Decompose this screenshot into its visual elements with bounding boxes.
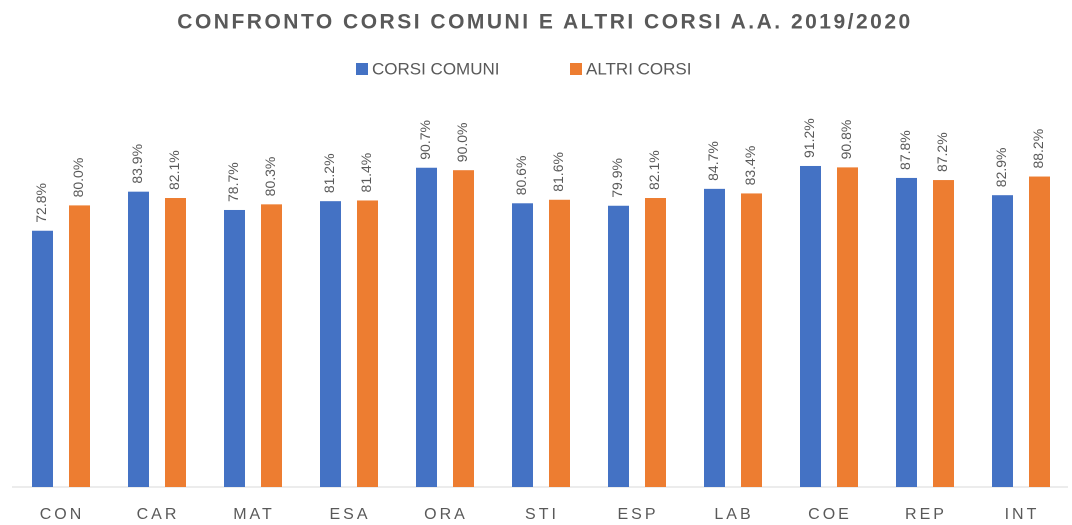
bar (32, 230, 53, 487)
data-label: 80.6% (513, 156, 529, 196)
data-label: 78.7% (225, 162, 241, 202)
data-label: 81.4% (358, 153, 374, 193)
bar (1029, 176, 1050, 487)
bar (320, 201, 341, 487)
x-tick-label: CON (40, 506, 85, 523)
data-label: 91.2% (801, 118, 817, 158)
bar (741, 193, 762, 487)
data-label: 81.2% (321, 153, 337, 193)
data-label: 72.8% (33, 183, 49, 223)
data-label: 90.8% (838, 120, 854, 160)
bar (357, 200, 378, 488)
x-tick-label: ORA (424, 506, 468, 523)
x-tick-label: MAT (233, 506, 275, 523)
bar (992, 195, 1013, 487)
chart-title: CONFRONTO CORSI COMUNI E ALTRI CORSI A.A… (177, 11, 912, 34)
bar (645, 198, 666, 487)
data-label: 82.1% (166, 150, 182, 190)
data-label: 87.2% (934, 132, 950, 172)
bar (933, 180, 954, 487)
legend-swatch (356, 63, 368, 75)
x-tick-label: COE (808, 506, 852, 523)
x-tick-label: ESP (617, 506, 658, 523)
bar (549, 199, 570, 487)
bar (165, 198, 186, 487)
x-tick-label: ESA (329, 506, 370, 523)
bar (128, 191, 149, 487)
bar (608, 205, 629, 487)
bar (416, 167, 437, 487)
x-tick-label: CAR (137, 506, 180, 523)
bar (896, 177, 917, 487)
data-label: 80.0% (70, 158, 86, 198)
x-tick-label: STI (525, 506, 559, 523)
bar (453, 170, 474, 487)
bar (224, 209, 245, 487)
legend-swatch (570, 63, 582, 75)
data-label: 82.1% (646, 150, 662, 190)
data-label: 83.9% (129, 144, 145, 184)
data-label: 84.7% (705, 141, 721, 181)
data-label: 79.9% (609, 158, 625, 198)
data-label: 83.4% (742, 146, 758, 186)
legend-label: CORSI COMUNI (372, 59, 500, 78)
bar (837, 167, 858, 487)
data-label: 82.9% (993, 147, 1009, 187)
data-label: 90.0% (454, 122, 470, 162)
x-tick-label: REP (905, 506, 947, 523)
data-label: 80.3% (262, 157, 278, 197)
x-tick-label: INT (1005, 506, 1040, 523)
legend-label: ALTRI CORSI (586, 59, 691, 78)
bar (800, 165, 821, 487)
data-label: 81.6% (550, 152, 566, 192)
x-tick-label: LAB (714, 506, 753, 523)
data-label: 90.7% (417, 120, 433, 160)
bar (512, 203, 533, 487)
bar (704, 188, 725, 487)
data-label: 87.8% (897, 130, 913, 170)
data-label: 88.2% (1030, 129, 1046, 169)
bar (261, 204, 282, 487)
bar (69, 205, 90, 487)
